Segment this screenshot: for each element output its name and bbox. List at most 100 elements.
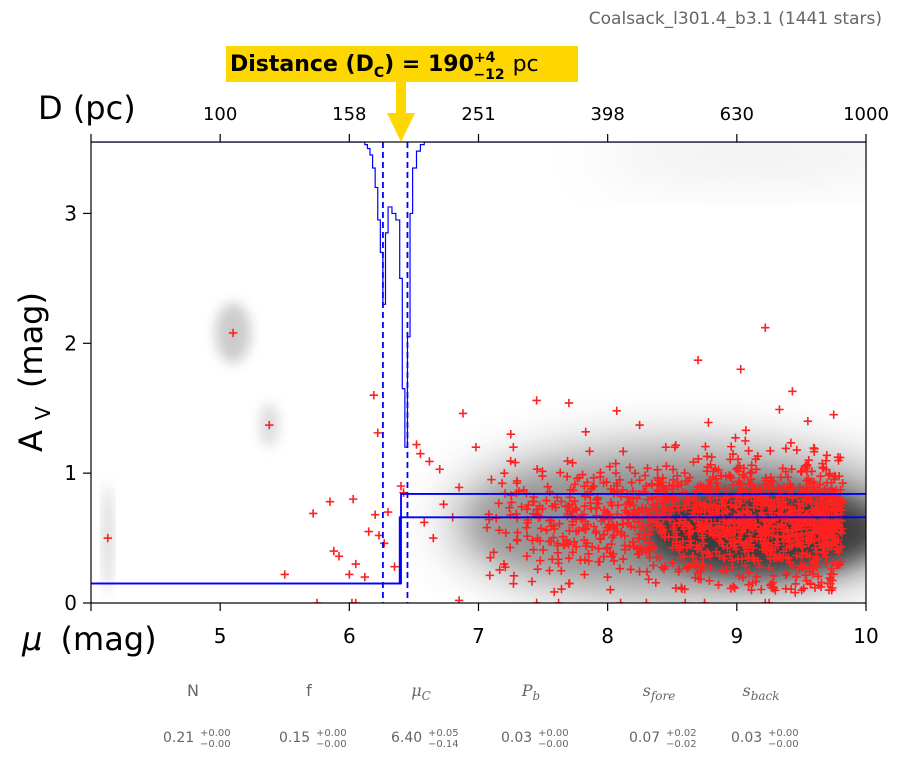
data-point <box>781 584 791 593</box>
data-point <box>651 578 661 588</box>
distance-minus: −12 <box>473 67 504 83</box>
data-point <box>767 583 776 592</box>
param-plus: +0.05 <box>428 728 459 739</box>
param-name: Pb <box>521 681 540 703</box>
data-point <box>581 541 591 551</box>
data-point <box>699 539 708 548</box>
data-point <box>811 507 820 517</box>
data-point <box>329 546 339 556</box>
data-point <box>775 405 784 414</box>
data-point <box>694 574 703 584</box>
data-point <box>764 496 773 506</box>
data-point <box>727 556 737 565</box>
data-point <box>818 493 827 503</box>
data-point <box>729 517 739 527</box>
data-point <box>642 567 652 576</box>
data-point <box>611 459 620 468</box>
data-point <box>739 464 749 473</box>
data-point <box>810 444 819 454</box>
data-point <box>615 564 625 573</box>
data-point <box>580 501 589 511</box>
data-point <box>596 535 606 544</box>
data-point <box>718 541 728 550</box>
param-minus: −0.14 <box>428 739 459 750</box>
data-point <box>671 538 681 547</box>
distance-sub: C <box>374 65 384 81</box>
data-point <box>325 497 335 506</box>
data-point <box>722 526 732 535</box>
data-point <box>599 530 609 540</box>
data-point <box>635 420 644 430</box>
data-point <box>557 584 566 594</box>
data-point <box>741 539 750 548</box>
data-point <box>737 517 747 527</box>
data-point <box>791 579 800 589</box>
data-point <box>731 433 740 442</box>
data-point <box>737 528 746 537</box>
data-point <box>572 505 581 515</box>
data-point <box>513 536 522 545</box>
data-point <box>657 563 667 572</box>
param-plus: +0.00 <box>316 728 347 739</box>
data-point <box>565 526 574 535</box>
data-point <box>744 580 753 589</box>
extinction-model <box>91 142 866 603</box>
data-point <box>641 507 650 516</box>
distance-arrow <box>387 82 415 142</box>
data-point <box>741 426 751 435</box>
data-point <box>351 559 360 569</box>
data-point <box>832 538 841 547</box>
distance-prefix: Distance (D <box>230 52 374 77</box>
data-point <box>659 504 668 513</box>
data-point <box>711 484 720 494</box>
param-plus: +0.00 <box>538 728 569 739</box>
data-point <box>633 517 643 527</box>
data-point <box>693 482 702 491</box>
data-point <box>542 496 551 505</box>
data-point <box>785 558 795 567</box>
data-point <box>697 563 706 572</box>
param-value: 0.21 <box>163 730 194 746</box>
data-point <box>671 583 681 593</box>
data-point <box>744 553 754 562</box>
x-axis-symbol: μ <box>21 620 42 658</box>
data-point <box>726 500 735 509</box>
data-point <box>736 365 745 374</box>
data-point <box>553 541 562 550</box>
data-point <box>532 598 541 603</box>
data-point <box>829 410 838 419</box>
data-point <box>804 455 813 465</box>
y-axis-title: A V (mag) <box>12 292 58 452</box>
data-point <box>748 480 757 490</box>
data-point <box>766 446 775 456</box>
data-point <box>698 531 707 540</box>
data-point <box>589 473 598 483</box>
data-point <box>837 542 846 552</box>
param-value: 0.15 <box>279 730 310 746</box>
data-point <box>312 598 322 603</box>
data-point <box>812 500 822 509</box>
y-tick-label: 1 <box>64 461 77 485</box>
data-point <box>821 559 831 568</box>
data-point <box>454 596 464 603</box>
data-point <box>693 544 702 554</box>
data-point <box>683 495 693 504</box>
data-point <box>788 483 797 492</box>
data-point <box>822 451 831 460</box>
x-tick-label: 8 <box>601 624 614 648</box>
data-point <box>729 582 738 591</box>
data-point <box>714 580 723 590</box>
data-point <box>712 508 722 518</box>
data-point <box>626 493 635 502</box>
data-point <box>673 478 682 487</box>
data-point <box>536 556 545 565</box>
data-point <box>505 503 514 512</box>
data-point <box>607 514 616 523</box>
data-point <box>543 482 552 491</box>
data-point <box>549 521 559 530</box>
data-point <box>738 527 747 536</box>
data-point <box>678 537 687 546</box>
distance-annotation: Distance (DC) = 190+4 −12 pc <box>226 46 578 142</box>
data-point <box>823 579 832 588</box>
data-point <box>580 535 589 545</box>
